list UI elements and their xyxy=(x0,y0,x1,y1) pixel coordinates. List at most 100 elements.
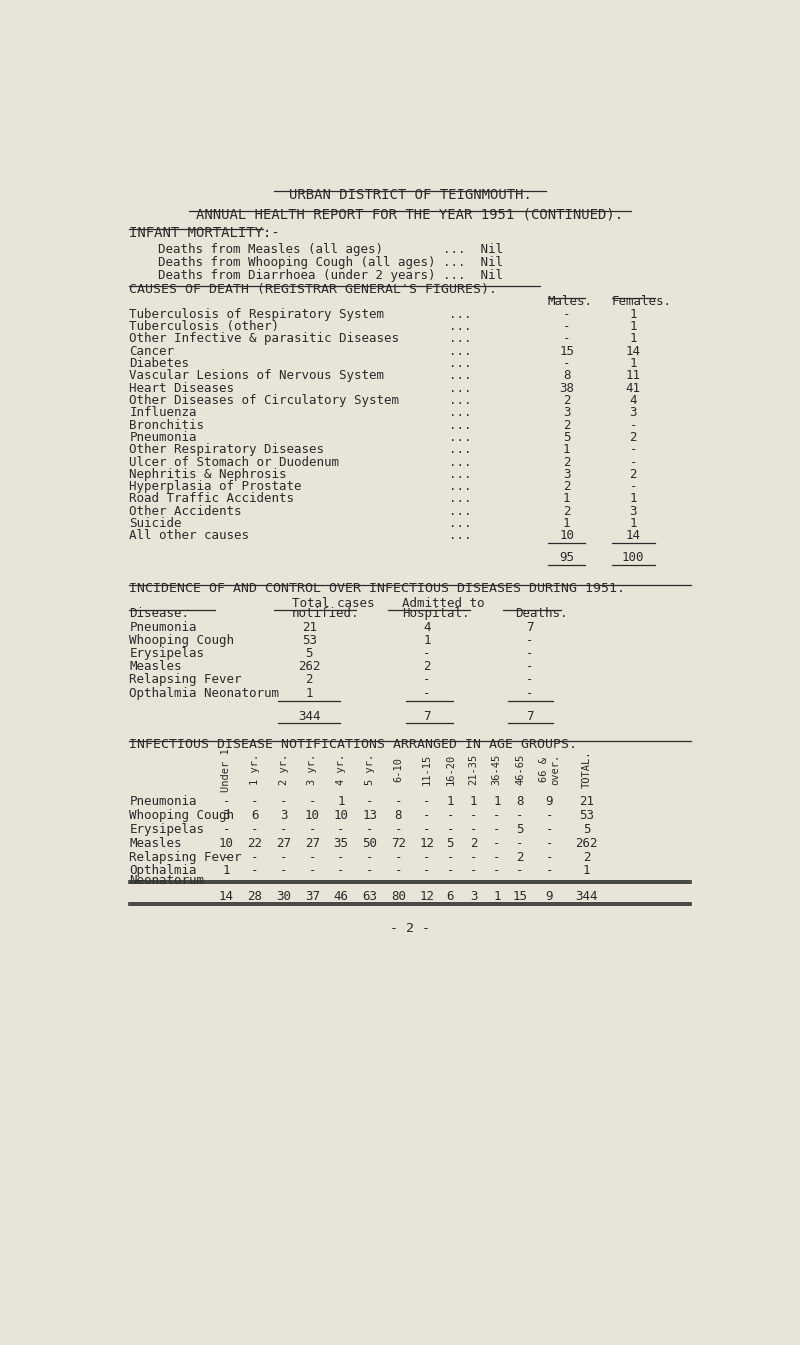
Text: Total cases: Total cases xyxy=(292,597,374,611)
Text: Vascular Lesions of Nervous System: Vascular Lesions of Nervous System xyxy=(130,370,385,382)
Text: 2: 2 xyxy=(470,837,478,850)
Text: 35: 35 xyxy=(334,837,349,850)
Text: 1: 1 xyxy=(630,516,637,530)
Text: 2: 2 xyxy=(630,430,637,444)
Text: Opthalmia Neonatorum: Opthalmia Neonatorum xyxy=(130,686,279,699)
Text: Influenza: Influenza xyxy=(130,406,197,420)
Text: Whooping Cough: Whooping Cough xyxy=(130,808,234,822)
Text: -: - xyxy=(446,850,454,863)
Text: 15: 15 xyxy=(513,890,527,902)
Text: 21: 21 xyxy=(302,621,317,633)
Text: 12: 12 xyxy=(419,890,434,902)
Text: 1: 1 xyxy=(630,320,637,334)
Text: -: - xyxy=(366,795,374,808)
Text: -: - xyxy=(546,837,554,850)
Text: 3: 3 xyxy=(630,504,637,518)
Text: Tuberculosis (other): Tuberculosis (other) xyxy=(130,320,279,334)
Text: -: - xyxy=(251,865,258,877)
Text: Hyperplasia of Prostate: Hyperplasia of Prostate xyxy=(130,480,302,494)
Text: 100: 100 xyxy=(622,551,645,564)
Text: -: - xyxy=(309,850,316,863)
Text: -: - xyxy=(394,795,402,808)
Text: -: - xyxy=(446,865,454,877)
Text: -: - xyxy=(516,865,524,877)
Text: 53: 53 xyxy=(579,808,594,822)
Text: 4 yr.: 4 yr. xyxy=(336,755,346,785)
Text: Relapsing Fever: Relapsing Fever xyxy=(130,674,242,686)
Text: 5: 5 xyxy=(516,823,524,835)
Text: -: - xyxy=(546,850,554,863)
Text: -: - xyxy=(526,635,534,647)
Text: -: - xyxy=(630,418,637,432)
Text: 1: 1 xyxy=(630,332,637,346)
Text: 3: 3 xyxy=(630,406,637,420)
Text: 7: 7 xyxy=(423,710,430,722)
Text: -: - xyxy=(630,456,637,468)
Text: 15: 15 xyxy=(559,344,574,358)
Text: 2: 2 xyxy=(516,850,524,863)
Text: 10: 10 xyxy=(334,808,349,822)
Text: 27: 27 xyxy=(305,837,320,850)
Text: Opthalmia: Opthalmia xyxy=(130,865,197,877)
Text: -: - xyxy=(423,795,430,808)
Text: 1: 1 xyxy=(338,795,345,808)
Text: -: - xyxy=(526,660,534,674)
Text: -: - xyxy=(516,808,524,822)
Text: Diabetes: Diabetes xyxy=(130,356,190,370)
Text: 8: 8 xyxy=(516,795,524,808)
Text: 2: 2 xyxy=(562,480,570,494)
Text: ...: ... xyxy=(449,344,471,358)
Text: -: - xyxy=(526,674,534,686)
Text: 10: 10 xyxy=(559,530,574,542)
Text: Males.: Males. xyxy=(548,296,593,308)
Text: 1: 1 xyxy=(630,492,637,506)
Text: 14: 14 xyxy=(626,344,641,358)
Text: -: - xyxy=(526,647,534,660)
Text: 14: 14 xyxy=(219,890,234,902)
Text: 1: 1 xyxy=(630,308,637,320)
Text: 6: 6 xyxy=(251,808,258,822)
Text: 2: 2 xyxy=(423,660,430,674)
Text: -: - xyxy=(366,865,374,877)
Text: 6: 6 xyxy=(446,890,454,902)
Text: ...: ... xyxy=(449,332,471,346)
Text: -: - xyxy=(562,356,570,370)
Text: 30: 30 xyxy=(276,890,291,902)
Text: - 2 -: - 2 - xyxy=(390,923,430,935)
Text: ...: ... xyxy=(449,418,471,432)
Text: -: - xyxy=(470,808,478,822)
Text: -: - xyxy=(546,823,554,835)
Text: -: - xyxy=(394,823,402,835)
Text: 27: 27 xyxy=(276,837,291,850)
Text: 46: 46 xyxy=(334,890,349,902)
Text: -: - xyxy=(470,865,478,877)
Text: 3: 3 xyxy=(562,468,570,482)
Text: Tuberculosis of Respiratory System: Tuberculosis of Respiratory System xyxy=(130,308,385,320)
Text: 63: 63 xyxy=(362,890,378,902)
Text: 8: 8 xyxy=(394,808,402,822)
Text: 2: 2 xyxy=(306,674,313,686)
Text: 10: 10 xyxy=(305,808,320,822)
Text: -: - xyxy=(493,837,501,850)
Text: Bronchitis: Bronchitis xyxy=(130,418,205,432)
Text: ...: ... xyxy=(449,468,471,482)
Text: Admitted to: Admitted to xyxy=(402,597,485,611)
Text: -: - xyxy=(366,850,374,863)
Text: ANNUAL HEALTH REPORT FOR THE YEAR 1951 (CONTINUED).: ANNUAL HEALTH REPORT FOR THE YEAR 1951 (… xyxy=(197,207,623,222)
Text: INCIDENCE OF AND CONTROL OVER INFECTIOUS DISEASES DURING 1951.: INCIDENCE OF AND CONTROL OVER INFECTIOUS… xyxy=(130,582,626,594)
Text: Relapsing Fever: Relapsing Fever xyxy=(130,850,242,863)
Text: -: - xyxy=(280,795,287,808)
Text: 53: 53 xyxy=(302,635,317,647)
Text: -: - xyxy=(562,308,570,320)
Text: CAUSES OF DEATH (REGISTRAR GENERAL'S FIGURES).: CAUSES OF DEATH (REGISTRAR GENERAL'S FIG… xyxy=(130,282,498,296)
Text: 1: 1 xyxy=(493,890,501,902)
Text: ...: ... xyxy=(449,308,471,320)
Text: 37: 37 xyxy=(305,890,320,902)
Text: 5: 5 xyxy=(306,647,313,660)
Text: Females.: Females. xyxy=(611,296,671,308)
Text: -: - xyxy=(446,808,454,822)
Text: 36-45: 36-45 xyxy=(492,755,502,785)
Text: -: - xyxy=(309,823,316,835)
Text: ...: ... xyxy=(449,530,471,542)
Text: Pneumonia: Pneumonia xyxy=(130,621,197,633)
